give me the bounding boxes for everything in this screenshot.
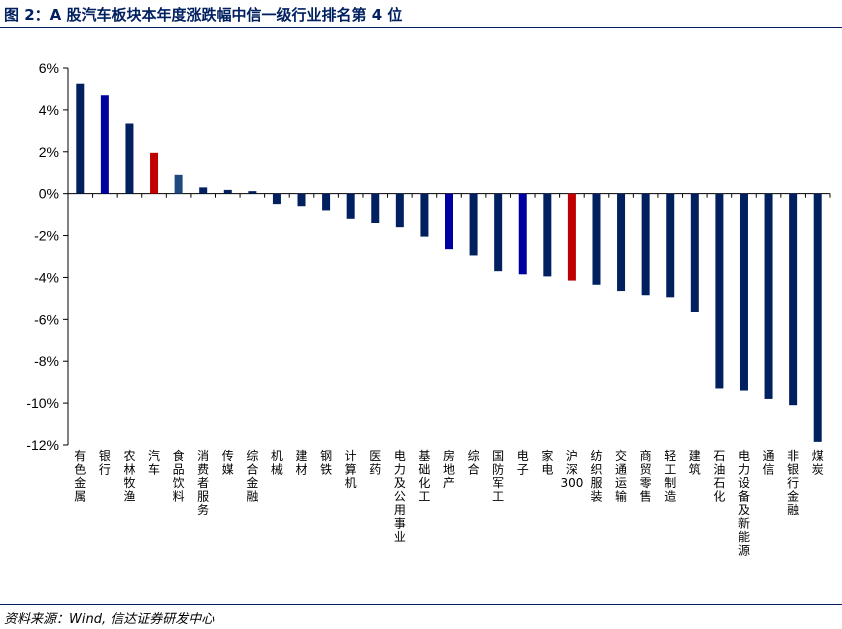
bar-22	[617, 193, 626, 292]
bar-21	[592, 193, 601, 285]
bar-4	[174, 174, 183, 194]
category-label-7: 综合金融	[246, 449, 258, 504]
bar-15	[445, 193, 453, 250]
bar-30	[813, 193, 822, 442]
y-tick-label: -10%	[26, 395, 59, 411]
bar-9	[297, 193, 306, 207]
y-tick-label: 6%	[39, 60, 59, 76]
category-label-8: 机械	[271, 449, 283, 477]
figure-title: 图 2：A 股汽车板块本年度涨跌幅中信一级行业排名第 4 位	[4, 6, 403, 24]
y-tick-label: 2%	[39, 144, 59, 160]
category-label-5: 消费者服务	[197, 449, 209, 517]
category-label-13: 电力及公用事业	[394, 449, 406, 544]
source-rule	[0, 604, 842, 605]
bar-17	[494, 193, 503, 272]
category-label-3: 汽车	[148, 448, 160, 477]
labels-layer: 有色金属银行农林牧渔汽车食品饮料消费者服务传媒综合金融机械建材钢铁计算机医药电力…	[74, 448, 823, 558]
category-label-6: 传媒	[222, 448, 234, 477]
bar-2	[125, 123, 134, 194]
source-note: 资料来源：Wind, 信达证券研发中心	[4, 612, 215, 627]
category-label-22: 交通运输	[615, 448, 627, 504]
y-tick-label: -4%	[34, 269, 59, 285]
bars-layer	[76, 83, 822, 442]
category-label-9: 建材	[296, 449, 308, 477]
category-label-17: 国防军工	[492, 449, 504, 504]
y-tick-label: 0%	[39, 186, 59, 202]
category-label-30: 煤炭	[812, 449, 824, 477]
bar-12	[371, 193, 380, 223]
bar-26	[715, 193, 724, 389]
bar-28	[764, 193, 773, 399]
bar-14	[420, 193, 429, 237]
category-label-26: 石油石化	[713, 449, 725, 504]
category-label-18: 电子	[517, 449, 529, 477]
bar-3	[150, 152, 159, 194]
category-label-11: 计算机	[345, 449, 357, 490]
category-label-10: 钢铁	[320, 449, 332, 477]
category-label-21: 纺织服装	[590, 449, 602, 504]
bar-18	[518, 193, 527, 275]
title-rule	[0, 27, 842, 28]
y-tick-label: -12%	[26, 437, 59, 453]
y-tick-label: 4%	[39, 102, 59, 118]
axis-layer: 6% 4% 2% 0% -2% -4% -6% -8% -10% -12%	[26, 60, 831, 453]
category-label-25: 建筑	[689, 449, 701, 477]
bar-8	[272, 193, 281, 205]
y-tick-label: -6%	[34, 311, 59, 327]
bar-20	[567, 193, 576, 281]
category-label-0: 有色金属	[74, 449, 86, 504]
bar-24	[666, 193, 675, 298]
category-label-1: 银行	[99, 449, 111, 477]
bar-29	[789, 193, 798, 406]
bar-19	[543, 193, 552, 277]
category-label-4: 食品饮料	[173, 448, 185, 504]
bar-13	[395, 193, 404, 228]
bar-27	[739, 193, 748, 391]
bar-0	[76, 83, 85, 194]
category-label-2: 农林牧渔	[123, 449, 135, 504]
category-label-20: 沪深 300	[560, 449, 583, 490]
bar-5	[199, 187, 208, 194]
category-label-19: 家电	[541, 448, 553, 477]
category-label-14: 基础化工	[418, 449, 430, 504]
bar-25	[690, 193, 699, 313]
bar-1	[100, 95, 109, 194]
y-tick-label: -2%	[34, 228, 59, 244]
bar-6	[223, 189, 232, 194]
category-label-15: 房地产	[443, 448, 455, 490]
category-label-29: 非银行金融	[787, 449, 799, 517]
category-label-12: 医药	[369, 449, 381, 477]
y-tick-label: -8%	[34, 353, 59, 369]
category-label-28: 通信	[763, 449, 775, 477]
bar-23	[641, 193, 650, 296]
bar-7	[248, 191, 257, 194]
category-label-16: 综合	[468, 449, 480, 477]
category-label-24: 轻工制造	[664, 449, 676, 504]
category-label-23: 商贸零售	[640, 448, 652, 504]
bar-10	[322, 193, 331, 211]
bar-11	[346, 193, 355, 219]
category-label-27: 电力设备及新能源	[738, 449, 750, 558]
bar-16	[469, 193, 478, 256]
